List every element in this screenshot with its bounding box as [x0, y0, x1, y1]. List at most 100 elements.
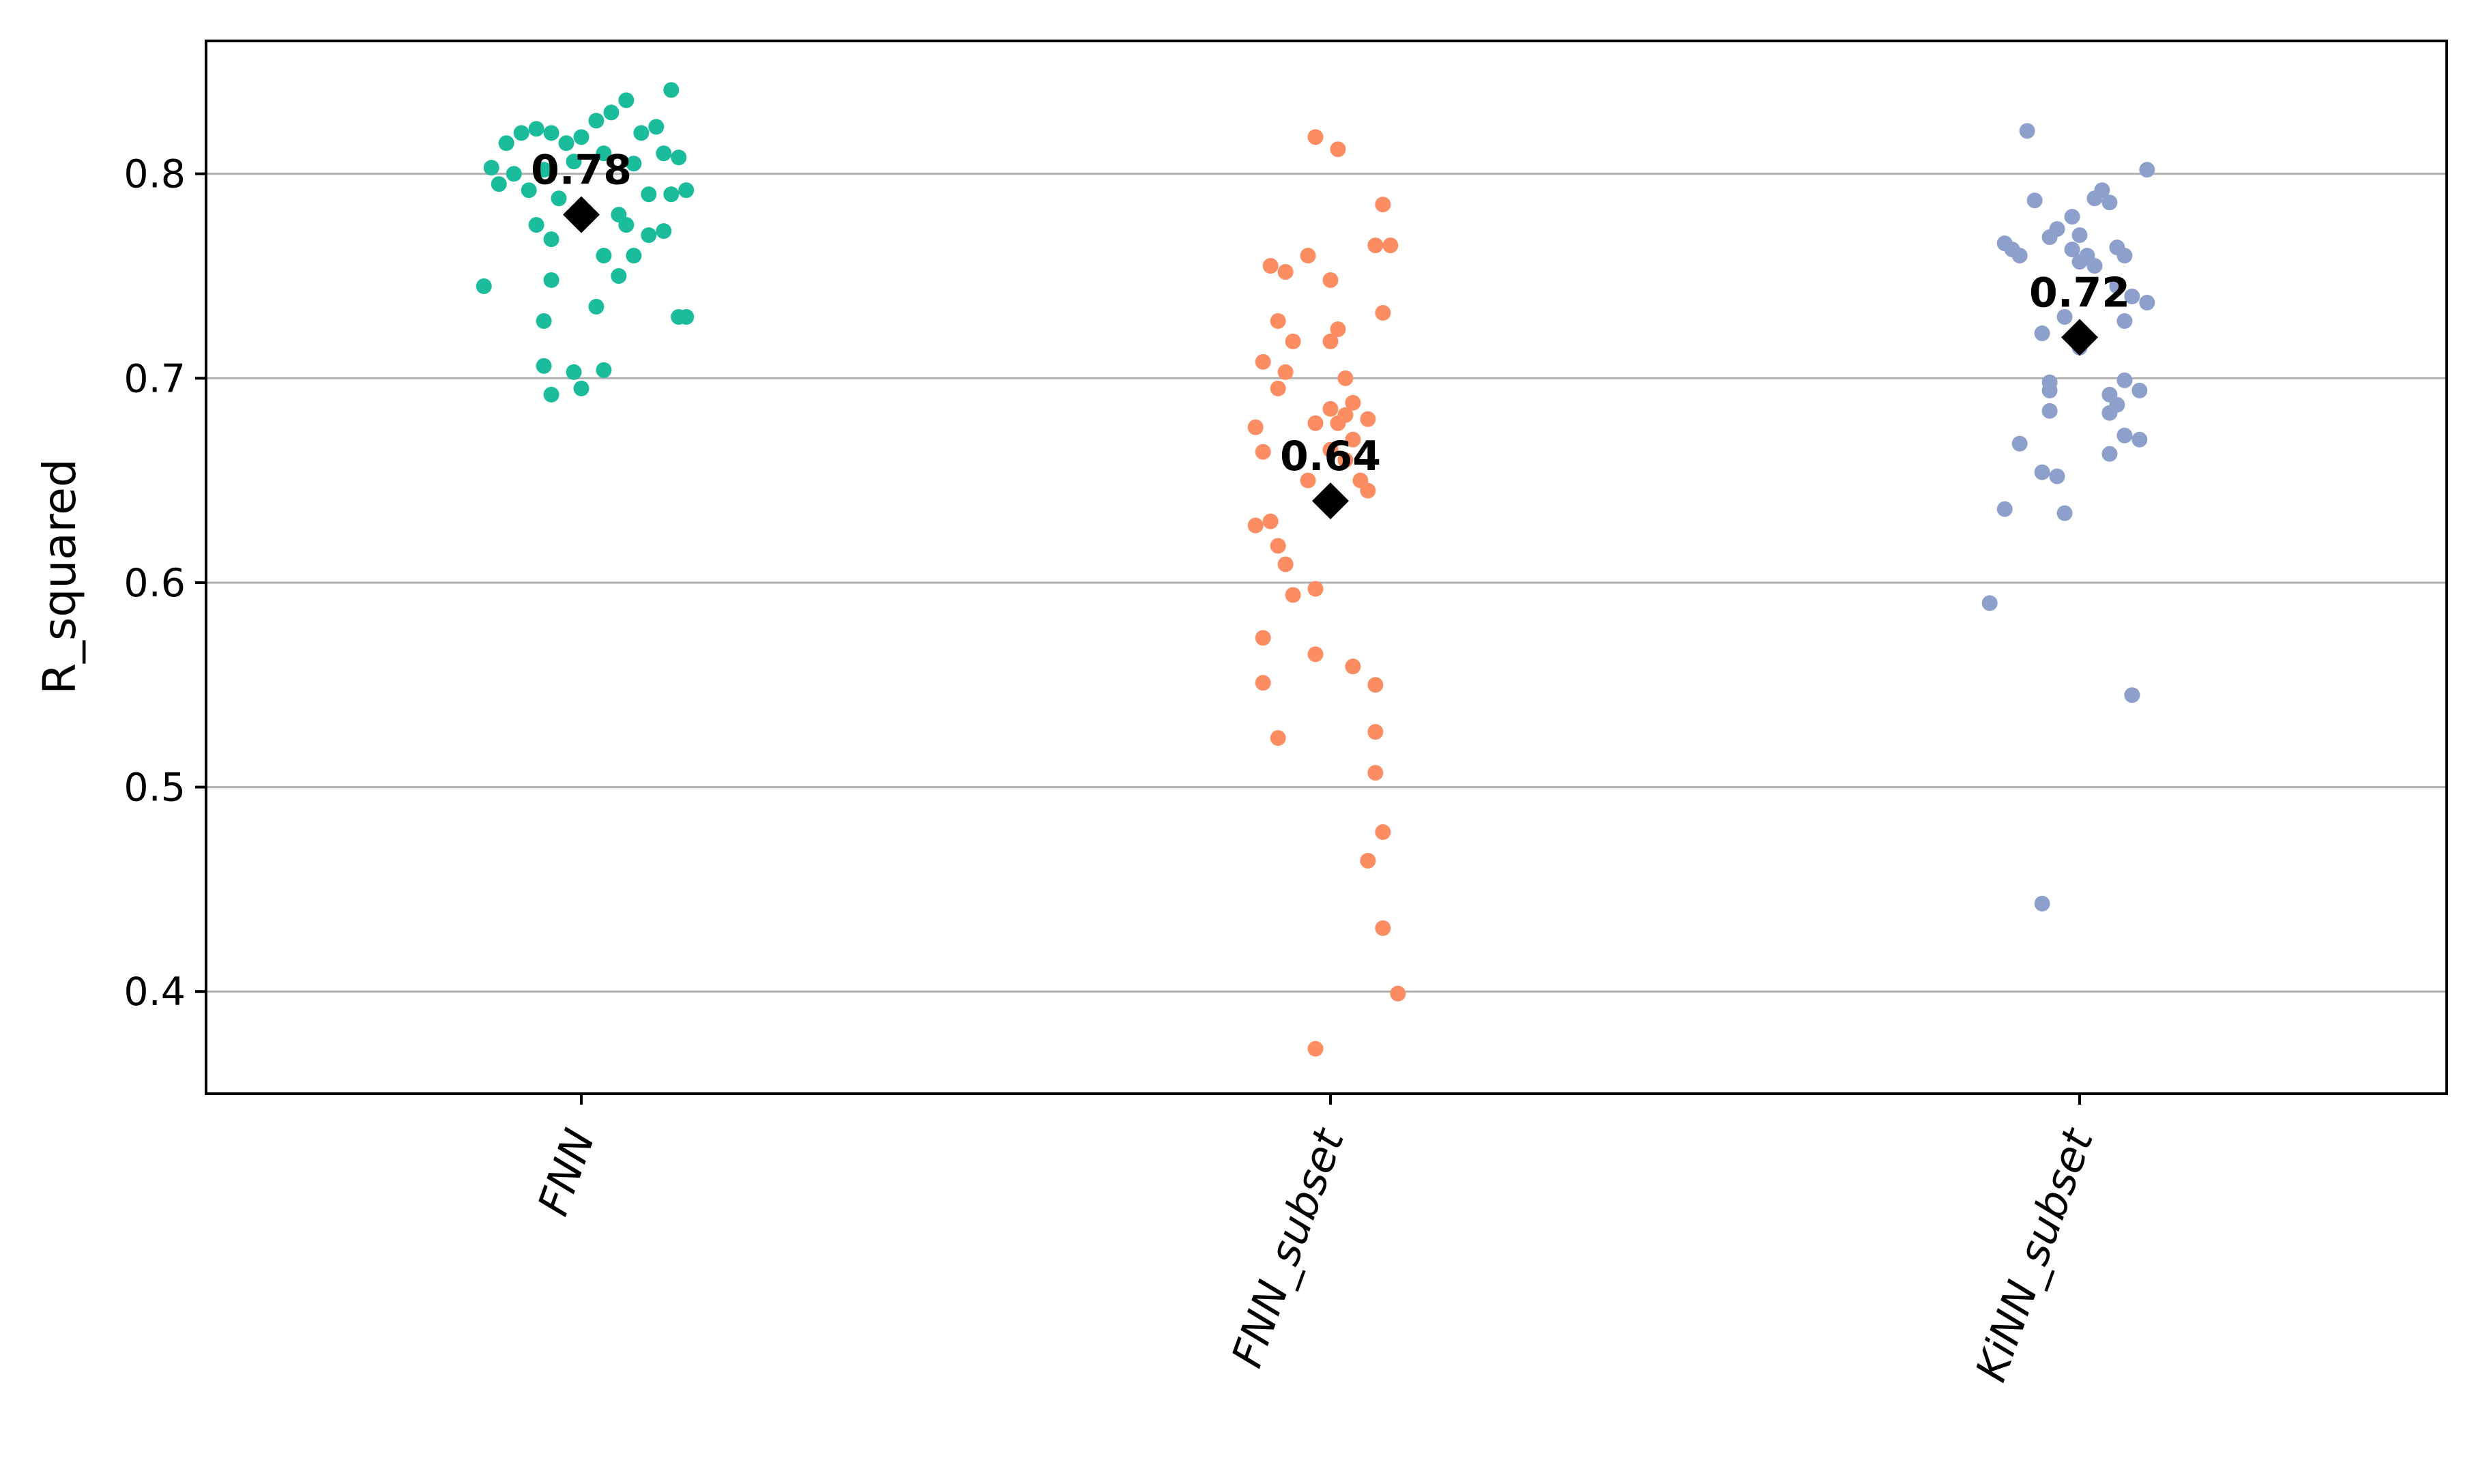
data-point	[543, 386, 559, 403]
data-point	[2049, 468, 2065, 484]
data-point	[536, 162, 552, 178]
data-point	[1262, 258, 1279, 274]
y-tick-label: 0.8	[123, 152, 186, 197]
data-point	[641, 227, 657, 244]
data-point	[1247, 419, 1264, 435]
data-point	[1270, 538, 1286, 554]
data-point	[1307, 581, 1324, 597]
data-point	[1307, 415, 1324, 431]
data-point	[2139, 295, 2155, 311]
mean-marker	[2061, 319, 2098, 356]
data-point	[678, 308, 695, 325]
data-point	[1981, 595, 1998, 611]
data-point	[663, 186, 680, 203]
data-point	[1345, 431, 1361, 448]
data-point	[2116, 312, 2133, 329]
data-point	[566, 154, 582, 170]
data-point	[1285, 587, 1301, 603]
data-point	[656, 223, 672, 239]
y-axis: 0.4 0.5 0.6 0.7 0.8	[123, 152, 206, 1015]
data-point	[551, 190, 567, 207]
data-point	[1322, 441, 1339, 458]
data-point	[1360, 411, 1376, 427]
data-point	[2071, 227, 2088, 244]
data-point	[1337, 370, 1354, 386]
data-point	[656, 145, 672, 162]
mean-marker	[563, 196, 600, 233]
data-point	[1247, 517, 1264, 534]
data-point	[1255, 630, 1271, 646]
data-point	[1375, 197, 1391, 213]
data-point	[1255, 353, 1271, 370]
data-point	[1375, 824, 1391, 840]
data-point	[573, 380, 590, 396]
data-point	[1330, 141, 1346, 158]
data-point	[2041, 403, 2058, 419]
data-point	[678, 182, 695, 199]
data-point	[1330, 321, 1346, 337]
data-point	[588, 113, 605, 129]
data-point	[491, 176, 507, 192]
data-point	[626, 156, 642, 172]
data-point	[1307, 1041, 1324, 1057]
data-point	[1322, 401, 1339, 417]
data-point	[2011, 248, 2028, 264]
mean-label: 0.64	[1280, 433, 1381, 480]
mean-label: 0.78	[531, 147, 632, 194]
data-point	[1382, 237, 1399, 254]
data-point	[1360, 852, 1376, 869]
data-point	[596, 362, 612, 378]
data-point	[543, 231, 559, 248]
data-point	[663, 82, 680, 98]
data-point	[1322, 272, 1339, 289]
data-point	[528, 217, 544, 233]
data-point	[1345, 658, 1361, 675]
data-point	[2034, 895, 2050, 912]
data-point	[596, 145, 612, 162]
data-point	[1996, 501, 2013, 517]
data-point	[618, 217, 635, 233]
data-points	[476, 82, 2155, 1057]
data-point	[506, 166, 522, 182]
data-point	[498, 135, 514, 151]
data-point	[1330, 415, 1346, 431]
data-point	[573, 129, 590, 145]
mean-marker	[1312, 482, 1349, 520]
data-point	[1360, 482, 1376, 499]
data-point	[1262, 513, 1279, 529]
data-point	[1300, 472, 1316, 489]
data-point	[558, 135, 574, 151]
data-point	[2034, 325, 2050, 341]
data-point	[1307, 129, 1324, 145]
data-point	[2131, 431, 2148, 448]
data-point	[543, 125, 559, 141]
data-point	[528, 121, 544, 137]
data-point	[1255, 675, 1271, 691]
data-point	[2034, 464, 2050, 480]
data-point	[596, 248, 612, 264]
data-point	[603, 104, 620, 121]
data-point	[1367, 677, 1384, 693]
data-point	[626, 248, 642, 264]
data-point	[1322, 333, 1339, 349]
data-point	[2101, 405, 2118, 421]
data-point	[1277, 556, 1294, 572]
data-point	[2026, 192, 2043, 209]
data-point	[566, 364, 582, 380]
data-point	[1367, 765, 1384, 781]
data-point	[2071, 254, 2088, 270]
y-gridlines	[206, 173, 2447, 993]
data-point	[2064, 242, 2080, 258]
data-point	[2116, 248, 2133, 264]
data-point	[1270, 380, 1286, 396]
data-point	[1277, 364, 1294, 380]
data-point	[536, 358, 552, 374]
data-point	[641, 186, 657, 203]
plot-frame	[205, 40, 2448, 1095]
data-point	[1277, 264, 1294, 280]
data-point	[1375, 304, 1391, 321]
data-point	[2131, 382, 2148, 398]
data-point	[1390, 985, 1406, 1002]
